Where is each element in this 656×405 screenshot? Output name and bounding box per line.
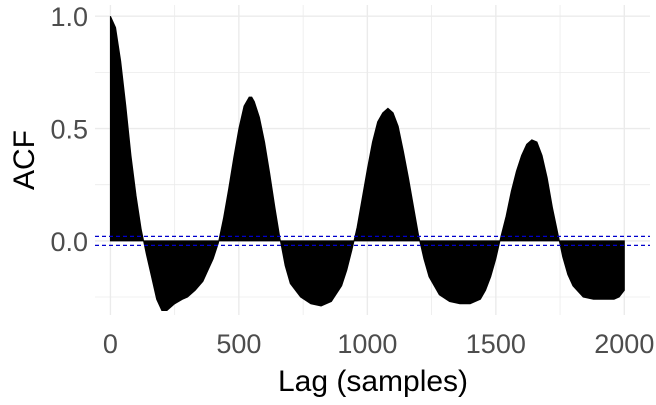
x-axis-title: Lag (samples): [278, 365, 468, 398]
x-tick-label-4: 2000: [594, 329, 654, 359]
x-tick-label-2: 1000: [337, 329, 397, 359]
y-tick-label-2: 1.0: [50, 2, 88, 32]
x-tick-label-1: 500: [216, 329, 261, 359]
y-tick-label-0: 0.0: [50, 227, 88, 257]
y-tick-label-1: 0.5: [50, 115, 88, 145]
y-axis-ticks: 0.0 0.5 1.0: [50, 2, 88, 257]
confidence-band-lines: [95, 235, 650, 247]
x-tick-label-3: 1500: [466, 329, 526, 359]
x-tick-label-0: 0: [103, 329, 118, 359]
x-axis-ticks: 0 500 1000 1500 2000: [103, 329, 654, 359]
y-axis-title: ACF: [8, 130, 41, 190]
